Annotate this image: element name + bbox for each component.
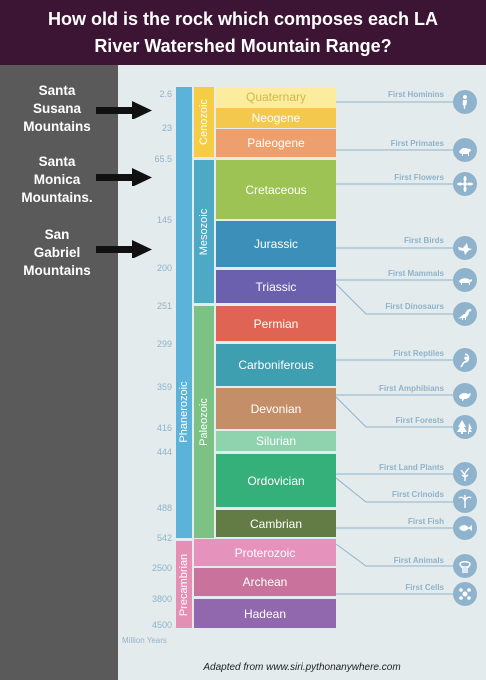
forest-icon <box>453 415 477 439</box>
period-cambrian: Cambrian <box>216 510 336 537</box>
hominin-icon <box>453 90 477 114</box>
range-label-san-gabriel: San Gabriel Mountains <box>6 226 108 280</box>
period-jurassic: Jurassic <box>216 221 336 267</box>
event-label: First Amphibians <box>378 384 444 393</box>
tick-label: 2500 <box>151 563 172 573</box>
page-title: How old is the rock which composes each … <box>0 0 486 65</box>
range-label-santa-monica: Santa Monica Mountains. <box>6 153 108 207</box>
period-cretaceous: Cretaceous <box>216 160 336 219</box>
event-label: First Cells <box>405 583 444 592</box>
tick-label: 4500 <box>151 620 172 630</box>
range-label-line: Mountains <box>23 119 91 134</box>
era-mesozoic: Mesozoic <box>194 160 214 303</box>
crinoid-icon <box>453 489 477 513</box>
period-neogene: Neogene <box>216 108 336 128</box>
event-label: First Mammals <box>387 269 444 278</box>
title-line-2: River Watershed Mountain Range? <box>94 36 392 56</box>
range-label-santa-susana: Santa Susana Mountains <box>6 82 108 136</box>
tick-label: 200 <box>156 263 172 273</box>
event-label: First Land Plants <box>379 463 444 472</box>
event-label: First Crinoids <box>391 490 444 499</box>
tick-label: 416 <box>156 423 172 433</box>
tick-label: 23 <box>161 123 172 133</box>
range-label-line: Monica <box>33 172 81 187</box>
event-label: First Fish <box>407 517 444 526</box>
event-label: First Primates <box>390 139 444 148</box>
event-label: First Hominins <box>387 90 444 99</box>
title-line-1: How old is the rock which composes each … <box>47 9 439 29</box>
range-label-line: Mountains. <box>21 190 93 205</box>
period-carboniferous: Carboniferous <box>216 344 336 386</box>
range-label-line: Susana <box>32 101 82 116</box>
mammal-icon <box>453 268 477 292</box>
dinosaur-icon <box>453 302 477 326</box>
tick-label: 359 <box>156 382 172 392</box>
arrow-right-icon <box>96 101 152 119</box>
fish-icon <box>453 516 477 540</box>
period-permian: Permian <box>216 306 336 341</box>
tick-label: 542 <box>156 533 172 543</box>
event-label: First Flowers <box>394 173 444 182</box>
eon-precambrian: Precambrian <box>176 541 192 628</box>
event-label: First Dinosaurs <box>385 302 444 311</box>
tick-label: 65.5 <box>154 154 172 164</box>
land-plant-icon <box>453 462 477 486</box>
range-label-line: San <box>44 227 70 242</box>
event-label: First Birds <box>403 236 444 245</box>
event-label: First Reptiles <box>393 349 444 358</box>
eon-label: Phanerozoic <box>178 381 190 443</box>
eon-archean: Archean <box>194 568 336 596</box>
era-paleozoic: Paleozoic <box>194 306 214 538</box>
event-label: First Forests <box>395 416 444 425</box>
tick-label: 251 <box>156 301 172 311</box>
bird-icon <box>453 236 477 260</box>
eon-label: Precambrian <box>178 553 190 616</box>
range-label-line: Mountains <box>23 263 91 278</box>
range-label-line: Santa <box>38 83 76 98</box>
arrow-right-icon <box>96 168 152 186</box>
tick-label: 488 <box>156 503 172 513</box>
tick-label: 299 <box>156 339 172 349</box>
reptile-icon <box>453 348 477 372</box>
period-devonian: Devonian <box>216 388 336 429</box>
period-paleogene: Paleogene <box>216 129 336 157</box>
event-label: First Animals <box>393 556 444 565</box>
tick-label: 444 <box>156 447 172 457</box>
range-label-line: Santa <box>38 154 76 169</box>
animal-icon <box>453 554 477 578</box>
era-label: Mesozoic <box>198 208 210 255</box>
tick-label: 2.6 <box>159 89 172 99</box>
era-label: Cenozoic <box>198 99 210 145</box>
arrow-right-icon <box>96 240 152 258</box>
axis-unit-label: Million Years <box>122 636 167 645</box>
era-label: Paleozoic <box>198 398 210 446</box>
source-credit: Adapted from www.siri.pythonanywhere.com <box>203 662 401 673</box>
period-silurian: Silurian <box>216 431 336 451</box>
eon-proterozoic: Proterozoic <box>194 539 336 566</box>
range-label-line: Gabriel <box>33 245 81 260</box>
flower-icon <box>453 172 477 196</box>
period-triassic: Triassic <box>216 270 336 303</box>
mountain-range-panel <box>0 65 118 680</box>
eon-phanerozoic: Phanerozoic <box>176 87 192 538</box>
period-ordovician: Ordovician <box>216 454 336 507</box>
period-quaternary: Quaternary <box>216 87 336 107</box>
tick-label: 3800 <box>151 594 172 604</box>
amphibian-icon <box>453 383 477 407</box>
cell-icon <box>453 582 477 606</box>
eon-hadean: Hadean <box>194 599 336 628</box>
age-tick-column: 2.6 23 65.5 145 200 251 299 359 416 444 … <box>118 0 174 680</box>
era-cenozoic: Cenozoic <box>194 87 214 157</box>
primate-icon <box>453 138 477 162</box>
tick-label: 145 <box>156 215 172 225</box>
